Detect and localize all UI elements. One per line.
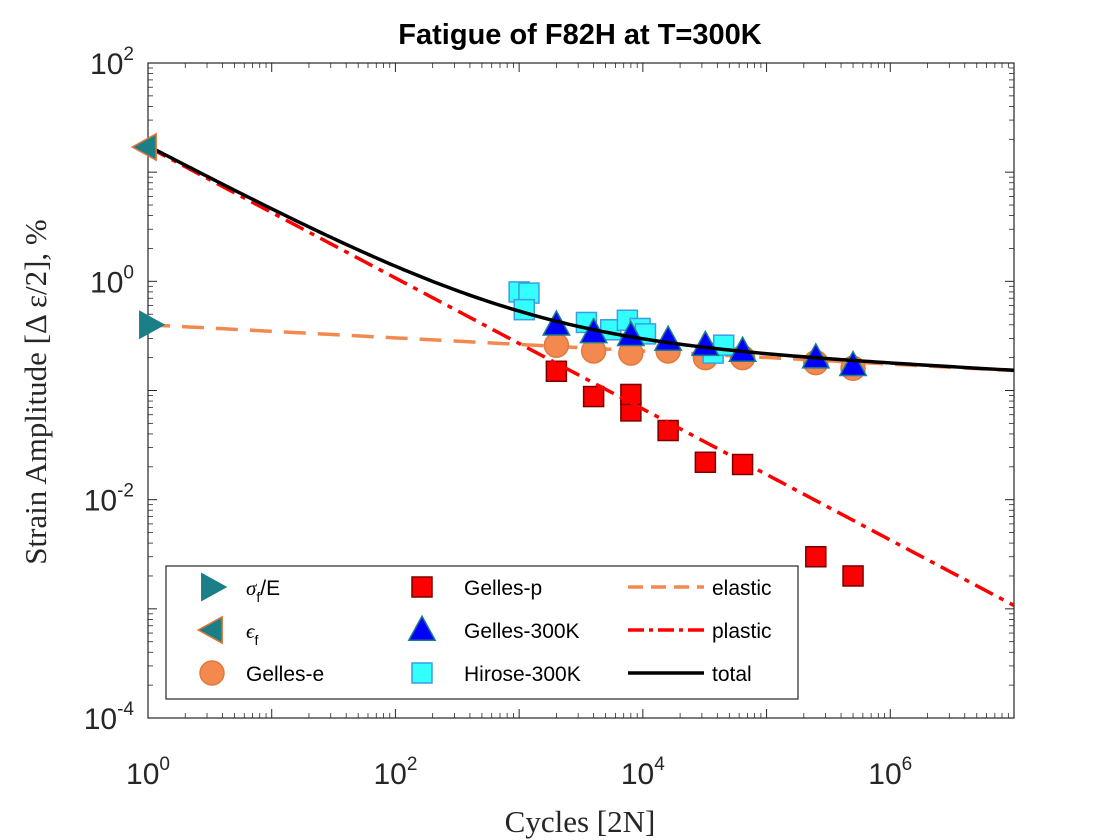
- point-gelles-p: [694, 451, 717, 474]
- point-gelles-p: [620, 383, 642, 406]
- legend-label: Gelles-300K: [464, 620, 580, 643]
- legend-marker: [201, 572, 228, 602]
- y-axis-label: Strain Amplitude [Δ ε/2], %: [18, 219, 53, 565]
- legend-marker: [199, 660, 225, 686]
- legend-label: σf/E: [246, 576, 280, 605]
- y-tick-label: 10-4: [84, 699, 135, 736]
- legend-item-total: total: [628, 663, 752, 686]
- total-line: [148, 144, 1014, 373]
- legend-item-elastic: elastic: [628, 577, 772, 600]
- legend-label: Hirose-300K: [464, 663, 581, 686]
- legend-label: Gelles-e: [246, 663, 324, 686]
- x-tick-label: 102: [373, 754, 417, 791]
- legend-item-hirose-300k: Hirose-300K: [411, 662, 581, 686]
- point-gelles-p: [582, 385, 605, 408]
- x-tick-label: 104: [621, 754, 665, 791]
- x-axis-label: Cycles [2N]: [505, 804, 656, 839]
- point-gelles-e: [543, 332, 570, 358]
- legend-item-gelles-p: Gelles-p: [411, 576, 542, 600]
- legend-label: elastic: [712, 577, 772, 600]
- point-epsilon-f: [130, 132, 157, 162]
- plot-area: 100 102 104 106 102 100 10-2 10-4: [84, 44, 1015, 791]
- legend-label: ϵf: [246, 619, 258, 648]
- y-tick-label: 100: [90, 262, 134, 299]
- legend-item-plastic: plastic: [628, 620, 772, 643]
- plastic-line: [148, 145, 1014, 608]
- y-tick-label: 10-2: [84, 481, 134, 518]
- series-gelles-p: [545, 360, 864, 587]
- legend-marker: [411, 662, 433, 684]
- axis-ticks: [147, 62, 1015, 719]
- legend-item-sigma-f-e: σf/E: [201, 572, 280, 605]
- legend-item-gelles-300k: Gelles-300K: [407, 614, 580, 643]
- legend-marker: [407, 614, 437, 641]
- legend-marker: [196, 615, 223, 645]
- legend-item-epsilon-f: ϵf: [196, 615, 258, 648]
- point-gelles-p: [842, 565, 864, 587]
- chart-title: Fatigue of F82H at T=300K: [398, 19, 761, 51]
- legend-marker: [411, 576, 433, 598]
- point-gelles-300k: [838, 349, 868, 377]
- point-gelles-p: [805, 545, 827, 568]
- legend-box: [165, 565, 799, 700]
- x-tick-label: 100: [126, 754, 170, 791]
- point-sigma-f-e: [139, 310, 166, 340]
- x-tick-label: 106: [868, 754, 912, 791]
- legend: σf/E ϵf Gelles-e Gelles-p Gelles-300K Hirose-…: [165, 565, 799, 700]
- point-gelles-p: [545, 360, 568, 383]
- legend-label: total: [712, 663, 752, 686]
- legend-label: Gelles-p: [464, 577, 542, 600]
- legend-label: plastic: [712, 620, 772, 643]
- y-tick-label: 102: [90, 44, 134, 81]
- legend-item-gelles-e: Gelles-e: [199, 660, 324, 686]
